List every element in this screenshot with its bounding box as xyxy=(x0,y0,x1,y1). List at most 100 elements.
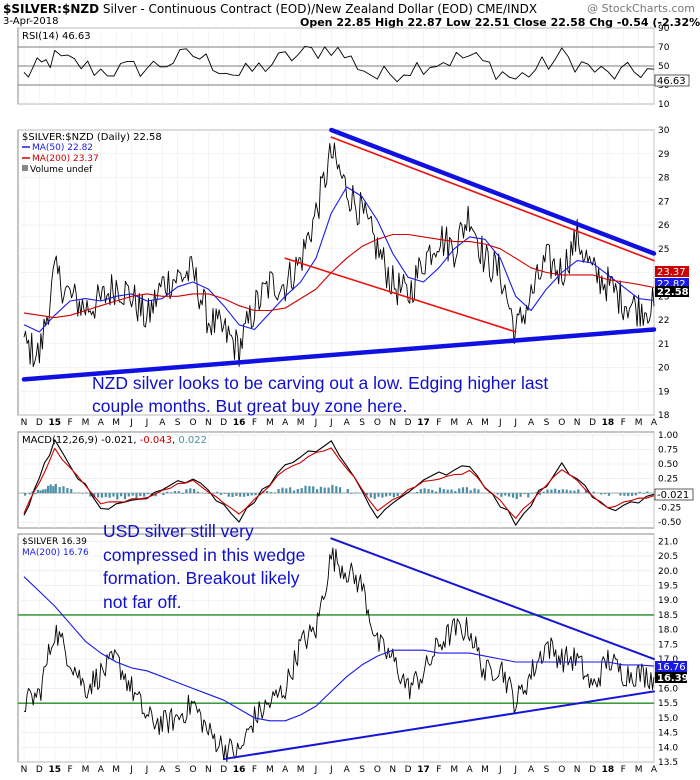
usd-x-label: M xyxy=(297,765,305,775)
usd-x-label: A xyxy=(282,765,289,775)
usd-x-label: F xyxy=(621,765,626,775)
macd-histogram-bar xyxy=(177,491,180,494)
nzd-close-label: 22.58 xyxy=(657,287,689,298)
macd-histogram-bar xyxy=(339,487,342,494)
macd-histogram-bar xyxy=(162,493,165,496)
macd-histogram-bar xyxy=(465,487,468,494)
macd-histogram-bar xyxy=(143,493,146,497)
macd-histogram-bar xyxy=(196,491,200,494)
macd-histogram-bar xyxy=(58,487,61,494)
macd-histogram-bar xyxy=(85,492,88,493)
nzd-x-label: D xyxy=(220,418,227,428)
macd-histogram-bar xyxy=(29,493,32,495)
macd-histogram-bar xyxy=(235,493,238,496)
usd-x-label: M xyxy=(635,765,643,775)
macd-histogram-bar xyxy=(569,490,572,494)
macd-histogram-bar xyxy=(554,488,557,494)
usd-tick-label: 19.0 xyxy=(658,596,678,606)
macd-histogram-bar xyxy=(108,493,111,498)
macd-legend: MACD(12,26,9) -0.021, -0.043, 0.022 xyxy=(22,435,207,446)
macd-histogram-bar xyxy=(97,493,100,498)
nzd-x-label: A xyxy=(282,418,289,428)
usd-annotation: USD silver still very compressed in this… xyxy=(103,520,305,614)
nzd-x-label: O xyxy=(189,418,196,428)
macd-line xyxy=(23,439,655,526)
nzd-annotation-line1: NZD silver looks to be carving out a low… xyxy=(92,373,549,393)
macd-histogram-bar xyxy=(369,493,372,498)
macd-histogram-bar xyxy=(400,493,403,494)
usd-x-label: A xyxy=(528,765,535,775)
usd-x-label: N xyxy=(205,765,212,775)
usd-x-label: F xyxy=(68,765,73,775)
nzd-x-label: A xyxy=(344,418,351,428)
macd-histogram-bar xyxy=(327,487,330,494)
macd-histogram-bar xyxy=(181,493,184,494)
usd-trendline-upper-wedge xyxy=(330,537,655,661)
macd-histogram-bar xyxy=(47,485,50,494)
macd-current-box xyxy=(654,488,694,501)
macd-histogram-bar xyxy=(523,493,526,495)
macd-tick-label: -0.25 xyxy=(658,504,681,514)
usd-price-line xyxy=(23,547,655,762)
macd-histogram-bar xyxy=(584,490,588,493)
open-value: Open 22.85 xyxy=(300,16,372,29)
usd-x-label: A xyxy=(467,765,474,775)
macd-histogram-bar xyxy=(561,489,564,494)
nzd-tick-label: 28 xyxy=(658,174,670,184)
macd-histogram-bar xyxy=(423,488,426,494)
nzd-tick-label: 20 xyxy=(658,364,670,374)
nzd-x-label: O xyxy=(558,418,565,428)
ma50-value-label: 22.82 xyxy=(657,279,686,290)
usd-x-label: A xyxy=(98,765,105,775)
usd-x-label: D xyxy=(405,765,412,775)
macd-current-label: -0.021 xyxy=(657,490,689,501)
macd-histogram-bar xyxy=(308,486,311,494)
macd-histogram-bar xyxy=(438,487,442,494)
macd-histogram-bar xyxy=(250,493,253,496)
usd-x-label: J xyxy=(145,765,149,775)
nzd-x-label: 16 xyxy=(233,418,246,428)
nzd-x-label: N xyxy=(389,418,396,428)
usd-x-label: M xyxy=(266,765,274,775)
macd-histogram-bar xyxy=(454,491,457,494)
macd-legend-v1: -0.021 xyxy=(101,435,133,446)
macd-histogram-bar xyxy=(408,492,411,494)
macd-histogram-bar xyxy=(54,483,57,494)
macd-histogram-bar xyxy=(500,493,503,497)
macd-histogram-bar xyxy=(120,493,123,497)
macd-legend-v3: 0.022 xyxy=(178,435,207,446)
nzd-x-label: 15 xyxy=(48,418,61,428)
macd-tick-label: 1.00 xyxy=(658,431,678,441)
macd-histogram-bar xyxy=(542,491,545,494)
nzd-x-label: N xyxy=(205,418,212,428)
macd-histogram-bar xyxy=(208,493,211,494)
macd-histogram-bar xyxy=(446,489,449,494)
macd-histogram-bar xyxy=(607,493,611,496)
ohlc-readout: Open 22.85 High 22.87 Low 22.51 Close 22… xyxy=(300,17,700,29)
macd-histogram-bar xyxy=(496,493,499,495)
macd-histogram-bar xyxy=(469,490,472,494)
nzd-x-label: J xyxy=(513,418,517,428)
rsi-tick-label: 90 xyxy=(658,24,670,34)
macd-histogram-bar xyxy=(266,491,269,494)
usd-tick-label: 17.0 xyxy=(658,655,678,665)
nzd-x-label: N xyxy=(21,418,28,428)
usd-x-label: J xyxy=(314,765,318,775)
usd-x-label: S xyxy=(175,765,181,775)
nzd-tick-label: 26 xyxy=(658,221,670,231)
macd-histogram-bar xyxy=(388,493,392,496)
usd-x-label: O xyxy=(558,765,565,775)
macd-histogram-bar xyxy=(269,492,273,493)
nzd-x-label: N xyxy=(574,418,581,428)
macd-histogram-bar xyxy=(36,489,39,494)
macd-tick-label: 0.50 xyxy=(658,460,678,470)
usd-x-label: M xyxy=(82,765,90,775)
macd-histogram-bar xyxy=(296,489,299,494)
macd-histogram-bar xyxy=(212,493,215,494)
nzd-x-label: D xyxy=(405,418,412,428)
macd-histogram-bar xyxy=(44,489,47,493)
macd-histogram-bar xyxy=(504,493,507,496)
usd-x-label: N xyxy=(574,765,581,775)
ma50-value-box xyxy=(655,278,689,289)
usd-legend-ma200: MA(200) 16.76 xyxy=(22,548,89,558)
